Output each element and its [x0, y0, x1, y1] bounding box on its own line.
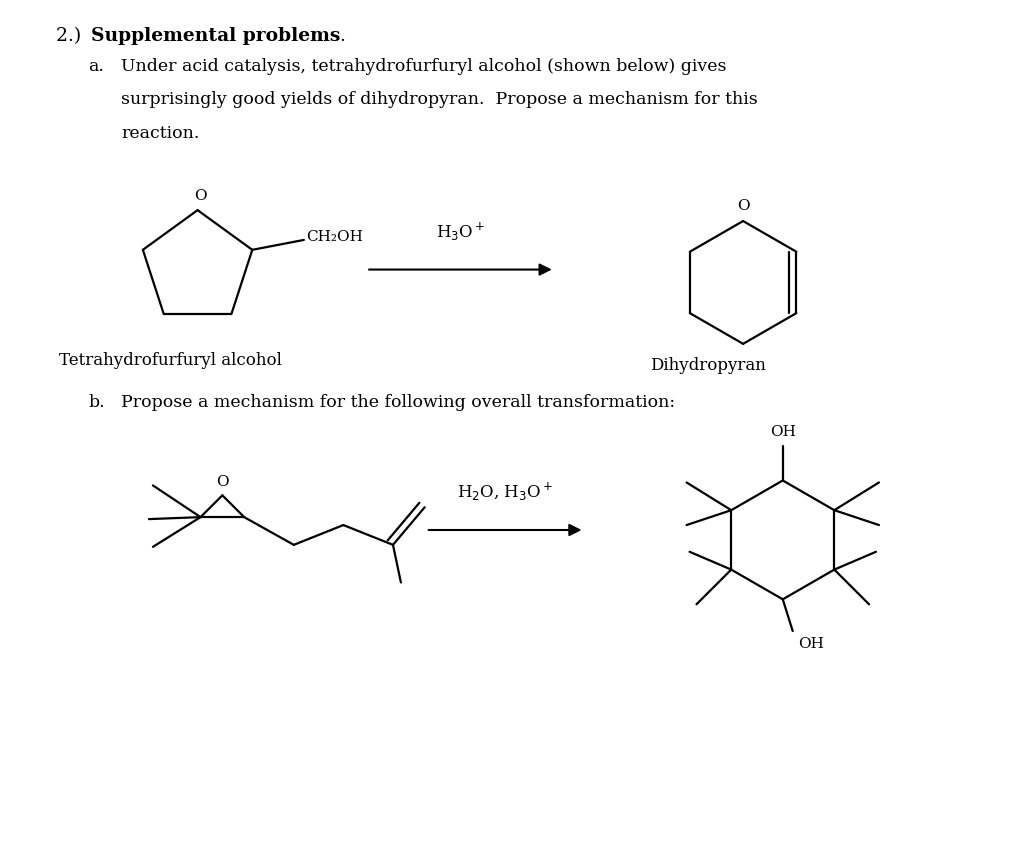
Text: O: O [195, 189, 207, 203]
Text: Dihydropyran: Dihydropyran [650, 357, 766, 374]
Text: OH: OH [770, 425, 796, 439]
Text: Supplemental problems: Supplemental problems [91, 27, 341, 45]
Text: Under acid catalysis, tetrahydrofurfuryl alcohol (shown below) gives: Under acid catalysis, tetrahydrofurfuryl… [121, 57, 727, 74]
Text: O: O [216, 475, 228, 490]
Text: 2.): 2.) [55, 27, 93, 45]
Text: H$_3$O$^+$: H$_3$O$^+$ [436, 221, 485, 243]
Text: surprisingly good yields of dihydropyran.  Propose a mechanism for this: surprisingly good yields of dihydropyran… [121, 92, 758, 109]
Text: Tetrahydrofurfuryl alcohol: Tetrahydrofurfuryl alcohol [58, 352, 282, 369]
Text: a.: a. [88, 57, 104, 74]
Text: Propose a mechanism for the following overall transformation:: Propose a mechanism for the following ov… [121, 395, 676, 412]
Text: .: . [339, 27, 345, 45]
Text: OH: OH [798, 637, 823, 651]
Text: O: O [737, 199, 750, 213]
Text: b.: b. [88, 395, 105, 412]
Text: CH₂OH: CH₂OH [306, 230, 362, 244]
Text: H$_2$O, H$_3$O$^+$: H$_2$O, H$_3$O$^+$ [457, 481, 553, 503]
Text: reaction.: reaction. [121, 125, 200, 142]
